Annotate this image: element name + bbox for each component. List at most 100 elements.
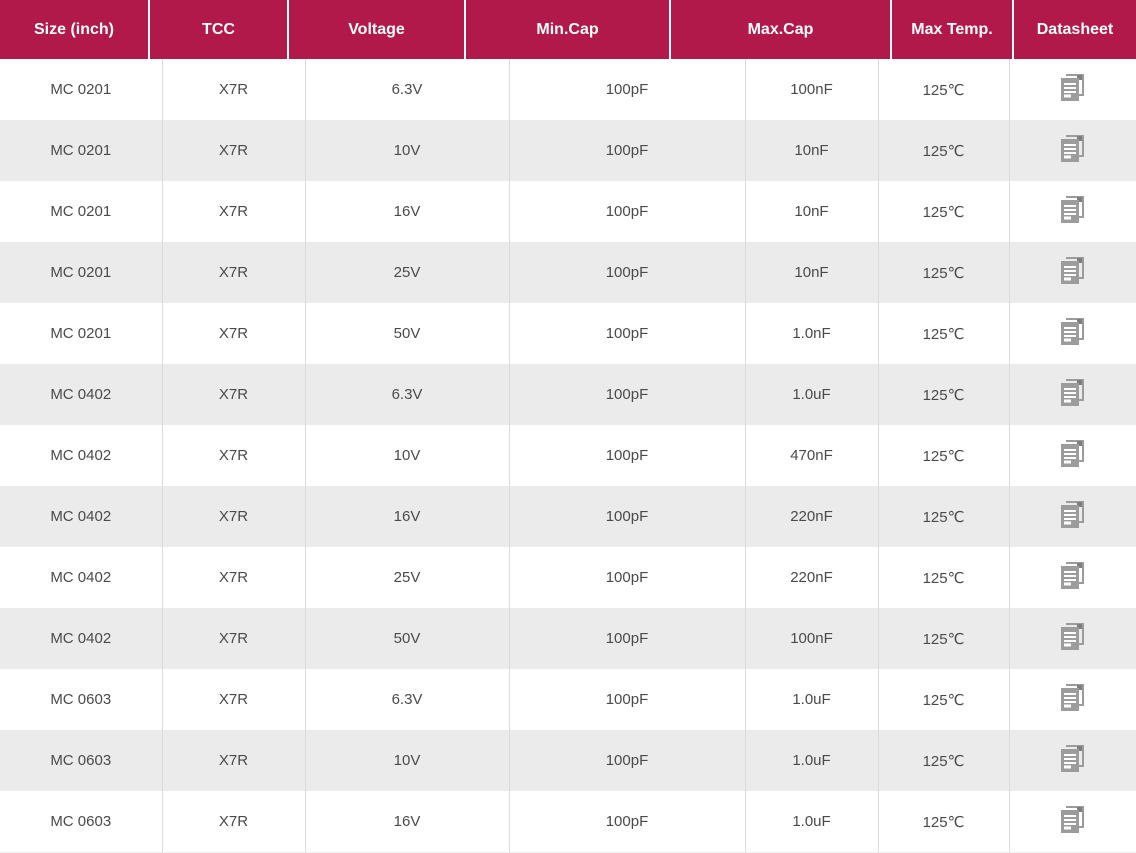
cell-max-cap: 1.0uF <box>744 669 878 730</box>
cell-min-cap: 100pF <box>508 425 745 486</box>
cell-min-cap: 100pF <box>508 303 745 364</box>
datasheet-link[interactable] <box>1060 379 1085 406</box>
cell-max-cap: 1.0nF <box>744 303 878 364</box>
cell-size: MC 0201 <box>0 181 162 242</box>
cell-datasheet <box>1008 730 1136 791</box>
cell-max-temp: 125℃ <box>877 486 1009 547</box>
cell-min-cap: 100pF <box>508 120 745 181</box>
cell-voltage: 16V <box>304 181 509 242</box>
cell-datasheet <box>1008 608 1136 669</box>
cell-datasheet <box>1008 669 1136 730</box>
table-row: MC 0402 X7R 16V 100pF 220nF 125℃ <box>0 486 1136 547</box>
cell-size: MC 0402 <box>0 425 162 486</box>
datasheet-link[interactable] <box>1060 135 1085 162</box>
document-copy-icon <box>1060 562 1084 589</box>
cell-tcc: X7R <box>161 59 305 120</box>
datasheet-link[interactable] <box>1060 74 1085 101</box>
cell-max-cap: 470nF <box>744 425 878 486</box>
cell-size: MC 0603 <box>0 791 162 852</box>
datasheet-link[interactable] <box>1060 623 1085 650</box>
document-copy-icon <box>1060 806 1084 833</box>
cell-voltage: 16V <box>304 486 509 547</box>
cell-size: MC 0603 <box>0 730 162 791</box>
cell-min-cap: 100pF <box>508 730 745 791</box>
cell-max-temp: 125℃ <box>877 425 1009 486</box>
cell-size: MC 0603 <box>0 669 162 730</box>
cell-datasheet <box>1008 425 1136 486</box>
table-row: MC 0402 X7R 50V 100pF 100nF 125℃ <box>0 608 1136 669</box>
cell-max-temp: 125℃ <box>877 59 1009 120</box>
document-copy-icon <box>1060 684 1084 711</box>
cell-max-cap: 1.0uF <box>744 730 878 791</box>
cell-datasheet <box>1008 242 1136 303</box>
table-row: MC 0402 X7R 25V 100pF 220nF 125℃ <box>0 547 1136 608</box>
cell-max-temp: 125℃ <box>877 120 1009 181</box>
document-copy-icon <box>1060 623 1084 650</box>
table-row: MC 0603 X7R 6.3V 100pF 1.0uF 125℃ <box>0 669 1136 730</box>
cell-max-cap: 10nF <box>744 181 878 242</box>
cell-voltage: 16V <box>304 791 509 852</box>
document-copy-icon <box>1060 501 1084 528</box>
cell-voltage: 10V <box>304 425 509 486</box>
cell-voltage: 10V <box>304 120 509 181</box>
cell-datasheet <box>1008 364 1136 425</box>
table-row: MC 0201 X7R 50V 100pF 1.0nF 125℃ <box>0 303 1136 364</box>
datasheet-link[interactable] <box>1060 684 1085 711</box>
cell-voltage: 25V <box>304 242 509 303</box>
column-header-datasheet: Datasheet <box>1012 0 1136 59</box>
cell-max-temp: 125℃ <box>877 547 1009 608</box>
cell-datasheet <box>1008 791 1136 852</box>
document-copy-icon <box>1060 318 1084 345</box>
datasheet-link[interactable] <box>1060 318 1085 345</box>
cell-tcc: X7R <box>161 425 305 486</box>
cell-datasheet <box>1008 120 1136 181</box>
datasheet-link[interactable] <box>1060 196 1085 223</box>
document-copy-icon <box>1060 379 1084 406</box>
column-header-tcc: TCC <box>148 0 288 59</box>
cell-tcc: X7R <box>161 120 305 181</box>
cell-datasheet <box>1008 486 1136 547</box>
document-copy-icon <box>1060 135 1084 162</box>
cell-max-cap: 100nF <box>744 59 878 120</box>
cell-max-cap: 10nF <box>744 242 878 303</box>
cell-max-cap: 100nF <box>744 608 878 669</box>
cell-max-temp: 125℃ <box>877 669 1009 730</box>
table-row: MC 0201 X7R 10V 100pF 10nF 125℃ <box>0 120 1136 181</box>
cell-tcc: X7R <box>161 181 305 242</box>
cell-size: MC 0201 <box>0 59 162 120</box>
cell-tcc: X7R <box>161 486 305 547</box>
cell-tcc: X7R <box>161 303 305 364</box>
table-row: MC 0402 X7R 6.3V 100pF 1.0uF 125℃ <box>0 364 1136 425</box>
cell-max-temp: 125℃ <box>877 791 1009 852</box>
cell-voltage: 50V <box>304 608 509 669</box>
cell-tcc: X7R <box>161 669 305 730</box>
datasheet-link[interactable] <box>1060 562 1085 589</box>
cell-size: MC 0402 <box>0 364 162 425</box>
cell-max-cap: 10nF <box>744 120 878 181</box>
datasheet-link[interactable] <box>1060 501 1085 528</box>
cell-datasheet <box>1008 547 1136 608</box>
cell-tcc: X7R <box>161 547 305 608</box>
cell-min-cap: 100pF <box>508 364 745 425</box>
cell-size: MC 0201 <box>0 242 162 303</box>
document-copy-icon <box>1060 745 1084 772</box>
cell-voltage: 10V <box>304 730 509 791</box>
table-row: MC 0201 X7R 25V 100pF 10nF 125℃ <box>0 242 1136 303</box>
cell-tcc: X7R <box>161 730 305 791</box>
table-row: MC 0603 X7R 16V 100pF 1.0uF 125℃ <box>0 791 1136 852</box>
cell-min-cap: 100pF <box>508 486 745 547</box>
cell-size: MC 0402 <box>0 486 162 547</box>
cell-max-cap: 1.0uF <box>744 791 878 852</box>
cell-min-cap: 100pF <box>508 669 745 730</box>
datasheet-link[interactable] <box>1060 745 1085 772</box>
cell-max-temp: 125℃ <box>877 181 1009 242</box>
datasheet-link[interactable] <box>1060 806 1085 833</box>
cell-max-temp: 125℃ <box>877 730 1009 791</box>
datasheet-link[interactable] <box>1060 257 1085 284</box>
table-row: MC 0201 X7R 6.3V 100pF 100nF 125℃ <box>0 59 1136 120</box>
table-row: MC 0603 X7R 10V 100pF 1.0uF 125℃ <box>0 730 1136 791</box>
datasheet-link[interactable] <box>1060 440 1085 467</box>
cell-tcc: X7R <box>161 364 305 425</box>
cell-min-cap: 100pF <box>508 242 745 303</box>
cell-min-cap: 100pF <box>508 791 745 852</box>
